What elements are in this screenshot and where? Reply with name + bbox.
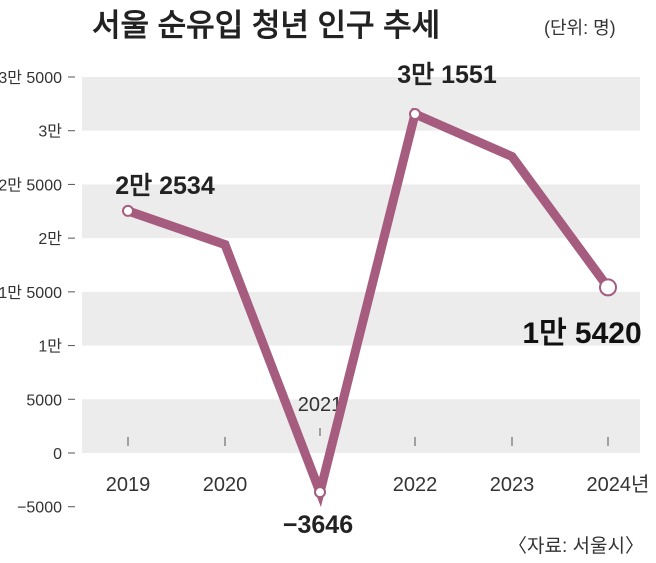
grid-bands bbox=[82, 76, 640, 453]
x-tick-label: 2024년 bbox=[587, 473, 650, 496]
x-tick-label: 2020 bbox=[203, 474, 248, 496]
y-tick-label: 5000 bbox=[26, 392, 62, 409]
y-tick-label: 1만 bbox=[38, 338, 62, 356]
series-path bbox=[126, 107, 612, 508]
data-label: 1만 5420 bbox=[522, 317, 641, 350]
data-point-marker bbox=[122, 204, 134, 217]
data-point-marker bbox=[599, 278, 617, 297]
x-tick-label: 2019 bbox=[106, 474, 151, 496]
data-labels: 2만 2534 −3646 3만 1551 1만 5420 bbox=[115, 61, 641, 539]
y-tick-label: 0 bbox=[53, 446, 62, 463]
series-line bbox=[122, 107, 617, 508]
chart-title: 서울 순유입 청년 인구 추세 bbox=[92, 8, 440, 43]
y-tick-label: 3만 5000 bbox=[0, 69, 62, 87]
data-point-marker bbox=[409, 108, 421, 121]
unit-label: (단위: 명) bbox=[544, 18, 616, 38]
y-tick-label: 2만 5000 bbox=[0, 176, 62, 194]
grid-band bbox=[82, 399, 640, 453]
y-tick-label: 2만 bbox=[38, 230, 62, 248]
source-label: 〈자료: 서울시〉 bbox=[508, 535, 644, 557]
data-label: 2만 2534 bbox=[115, 172, 215, 200]
data-label: −3646 bbox=[283, 511, 353, 539]
y-axis: 3만 5000 3만 2만 5000 2만 1만 5000 1만 5000 0 −5000 bbox=[0, 69, 75, 517]
y-tick-label: −5000 bbox=[17, 500, 62, 517]
y-tick-label: 3만 bbox=[38, 123, 62, 141]
data-point-marker bbox=[314, 486, 326, 499]
x-tick-label: 2022 bbox=[393, 474, 438, 496]
x-tick-label: 2023 bbox=[490, 474, 535, 496]
x-tick-label: 2021 bbox=[298, 394, 343, 416]
grid-band bbox=[82, 76, 640, 131]
data-label: 3만 1551 bbox=[397, 61, 497, 89]
x-axis: 2019 2020 2021 2022 2023 2024년 bbox=[106, 394, 650, 496]
y-tick-label: 1만 5000 bbox=[0, 284, 62, 302]
